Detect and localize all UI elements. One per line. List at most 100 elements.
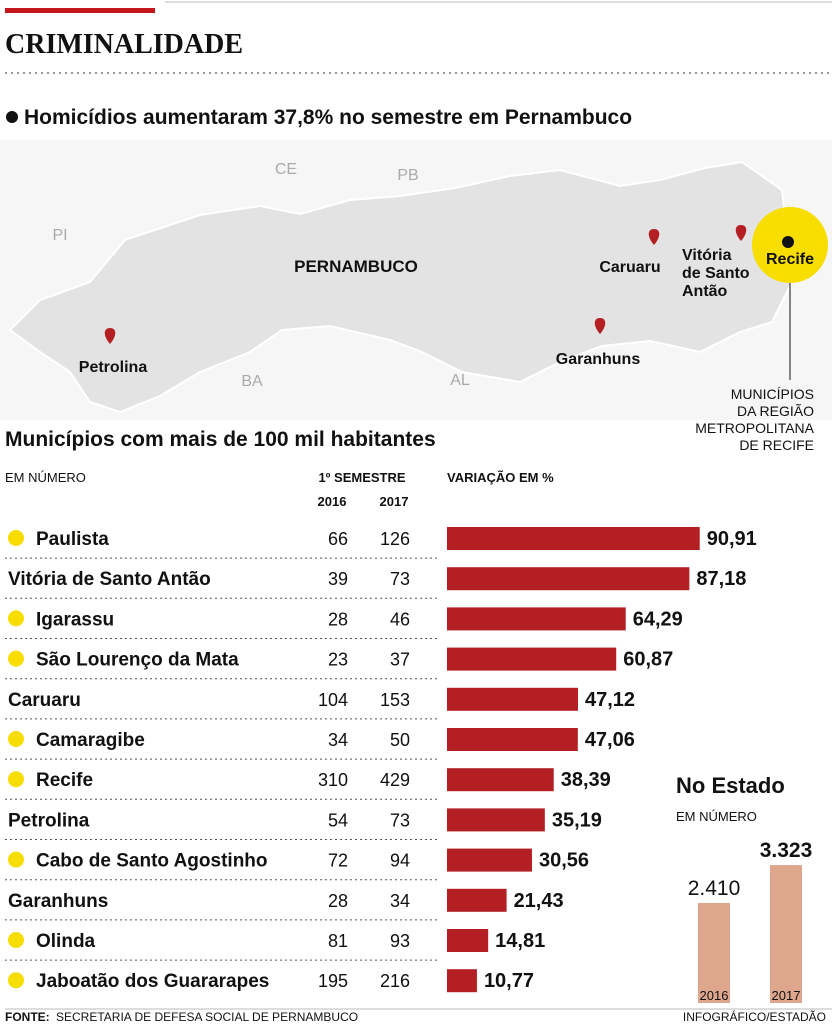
bar [447,808,545,832]
bar [447,527,700,550]
chart-title: Municípios com mais de 100 mil habitante… [5,428,436,451]
municipality: Camaragibe [36,730,145,751]
value-label: 38,39 [561,769,611,791]
metro-marker [8,972,24,989]
value-label: 35,19 [552,809,602,831]
count-2016: 104 [318,690,348,710]
pin [648,229,660,245]
column-header: 2017 [380,494,409,509]
municipality: São Lourenço da Mata [36,650,239,671]
state-label: PI [52,227,67,244]
accent-bar [5,8,155,13]
count-2016: 34 [328,730,348,750]
count-2016: 23 [328,650,348,670]
bar-header: VARIAÇÃO EM % [447,470,554,485]
source-label: FONTE: [5,1010,50,1024]
chart-subtitle: EM NÚMERO [676,809,757,824]
value-label: 21,43 [514,890,564,912]
municipality: Jaboatão dos Guararapes [36,971,269,992]
value-label: 10,77 [484,970,534,992]
map-note: METROPOLITANA [695,420,814,436]
metro-marker [8,731,24,747]
bar [447,888,507,912]
value-label: 90,91 [707,528,757,550]
city-label: Caruaru [599,259,660,276]
metro-marker [8,932,24,948]
value-label: 64,29 [633,608,683,630]
count-2017: 37 [390,650,410,670]
pin [735,225,747,241]
count-2017: 73 [390,569,410,589]
count-2016: 28 [328,609,348,629]
value-label: 2.410 [688,877,741,900]
bar [447,929,489,952]
metro-marker [8,530,24,546]
section-title: CRIMINALIDADE [5,29,243,60]
state-label: BA [241,373,263,390]
pin [104,328,116,344]
value-label: 3.323 [760,839,813,862]
metro-marker [8,771,24,788]
value-label: 60,87 [623,649,673,671]
map-note: MUNICÍPIOS [731,386,814,402]
bar [698,902,730,1003]
state-label: CE [275,161,297,178]
bar [447,728,578,751]
municipality: Cabo de Santo Agostinho [36,851,268,872]
state-shape [8,160,794,414]
municipality: Paulista [36,529,109,550]
metro-marker [8,650,24,667]
bullet [6,111,18,123]
source: SECRETARIA DE DEFESA SOCIAL DE PERNAMBUC… [56,1010,358,1024]
count-2017: 126 [380,529,410,549]
count-2017: 34 [390,891,410,911]
count-2016: 54 [328,810,348,830]
municipality: Recife [36,770,93,791]
bar [447,848,532,872]
city-label: Garanhuns [556,351,641,368]
value-label: 47,12 [585,689,635,711]
map-note: DE RECIFE [739,437,814,453]
state-label: AL [450,372,470,389]
map-note: DA REGIÃO [737,403,814,419]
bar [447,567,690,591]
count-2017: 73 [390,810,410,830]
chart-title: No Estado [676,773,785,798]
table-header: 1º SEMESTRE [318,470,405,485]
count-2016: 72 [328,851,348,871]
count-2017: 46 [390,609,410,629]
municipality: Caruaru [8,690,81,711]
chart-subtitle: EM NÚMERO [5,470,86,485]
bar [447,607,626,631]
municipality: Olinda [36,931,96,952]
count-2017: 153 [380,690,410,710]
value-label: 30,56 [539,850,589,872]
category-label: 2017 [772,988,801,1003]
category-label: 2016 [700,988,729,1003]
count-2016: 195 [318,971,348,991]
bar [447,687,578,711]
count-2016: 28 [328,891,348,911]
city-label: Petrolina [79,359,148,376]
count-2016: 310 [318,770,348,790]
count-2017: 94 [390,851,410,871]
pin [594,318,606,334]
count-2017: 216 [380,971,410,991]
count-2017: 93 [390,931,410,951]
recife-star [782,236,794,248]
headline: Homicídios aumentaram 37,8% no semestre … [24,106,632,129]
city-label: Recife [766,251,814,268]
count-2017: 50 [390,730,410,750]
count-2016: 66 [328,529,348,549]
municipality: Garanhuns [8,891,108,912]
municipality: Petrolina [8,810,90,831]
bar [447,969,477,993]
municipality: Igarassu [36,609,114,630]
credit: INFOGRÁFICO/ESTADÃO [683,1009,826,1024]
state-label: PB [397,167,418,184]
bar [770,865,802,1003]
city-label: Vitória [682,247,732,264]
bar [447,647,617,671]
city-label: de Santo [682,265,750,282]
